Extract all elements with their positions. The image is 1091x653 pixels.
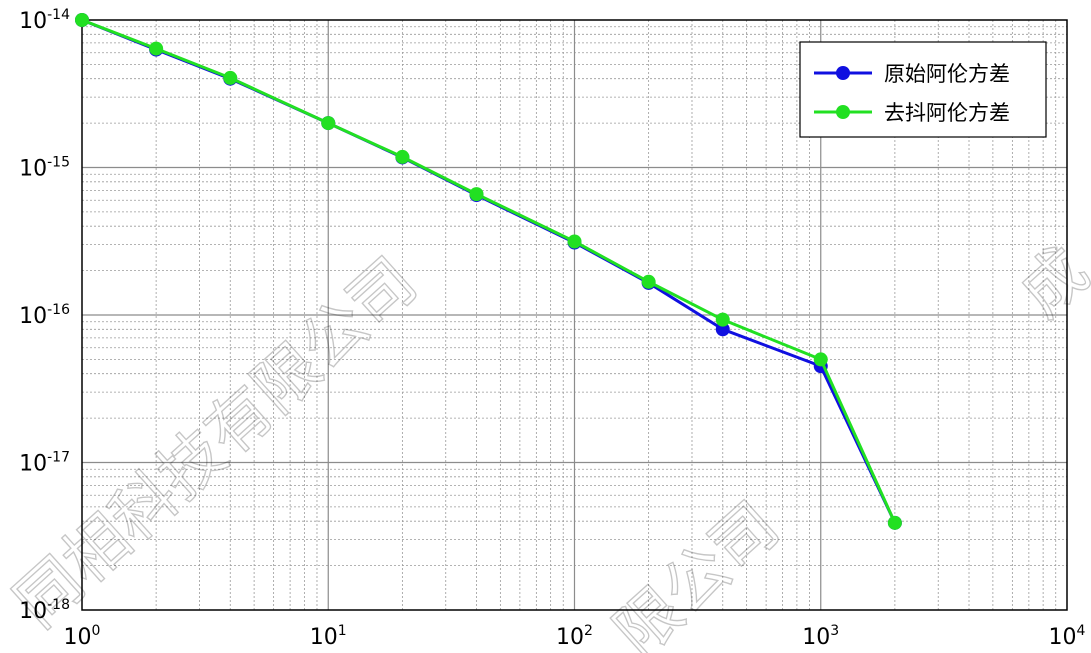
series-1-point bbox=[321, 116, 336, 131]
legend-swatch-marker-0 bbox=[836, 66, 850, 80]
legend-box bbox=[799, 41, 1047, 138]
series-layer bbox=[75, 13, 902, 530]
series-1-point bbox=[223, 70, 238, 85]
series-1-point bbox=[395, 149, 410, 164]
x-tick-label: 104 bbox=[1049, 623, 1086, 650]
x-tick-label: 101 bbox=[310, 623, 347, 650]
series-1-point bbox=[813, 352, 828, 367]
legend-label-1: 去抖阿伦方差 bbox=[884, 101, 1010, 125]
series-1-point bbox=[469, 187, 484, 202]
watermark-text-b: 限公司 bbox=[601, 488, 793, 653]
legend-label-0: 原始阿伦方差 bbox=[884, 62, 1010, 86]
legend: 原始阿伦方差 去抖阿伦方差 bbox=[799, 41, 1047, 138]
series-1-point bbox=[149, 41, 164, 56]
series-1-point bbox=[887, 515, 902, 530]
legend-swatch-marker-1 bbox=[836, 105, 850, 119]
series-1-point bbox=[715, 312, 730, 327]
y-tick-label: 10-18 bbox=[19, 597, 70, 624]
x-tick-label: 100 bbox=[64, 623, 101, 650]
y-tick-label: 10-15 bbox=[19, 155, 70, 182]
x-tick-labels: 100 101 102 103 104 bbox=[64, 623, 1086, 650]
watermark-text-c: 成 bbox=[1006, 234, 1091, 332]
watermark: 同相科技有限公司 限公司 成 bbox=[0, 233, 1091, 653]
plot-frame bbox=[81, 19, 1068, 611]
x-tick-label: 103 bbox=[802, 623, 839, 650]
series-1-point bbox=[567, 234, 582, 249]
y-tick-label: 10-16 bbox=[19, 302, 70, 329]
series-1-point bbox=[75, 13, 89, 27]
series-1-point bbox=[641, 274, 656, 289]
y-tick-labels: 10-14 10-15 10-16 10-17 10-18 bbox=[19, 7, 70, 624]
y-tick-label: 10-17 bbox=[19, 450, 70, 477]
series-0-point bbox=[715, 322, 730, 337]
x-tick-label: 102 bbox=[556, 623, 593, 650]
y-tick-label: 10-14 bbox=[19, 7, 70, 34]
